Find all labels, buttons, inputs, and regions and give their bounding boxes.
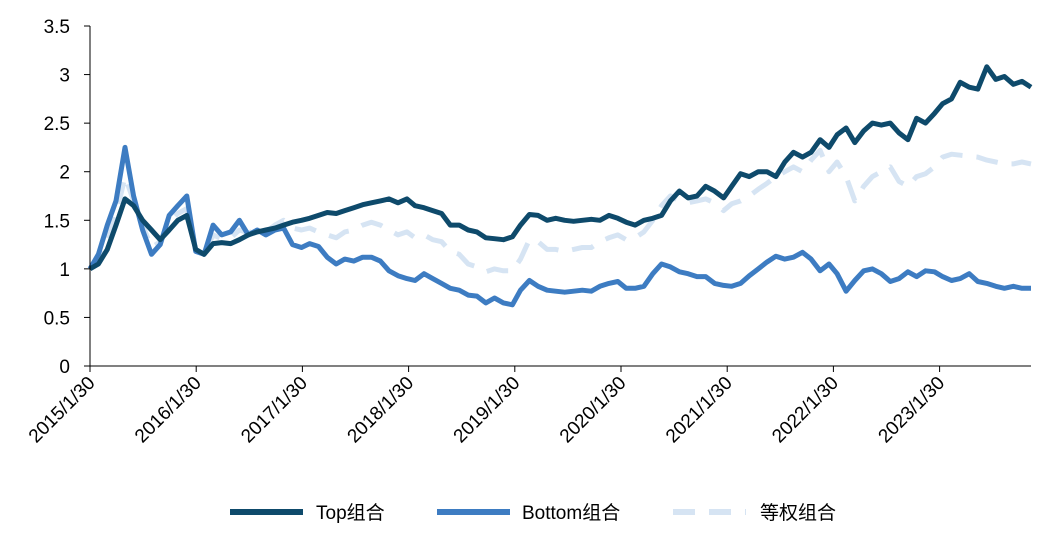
y-tick-label: 3 (59, 66, 70, 87)
series-line-0 (88, 64, 1033, 272)
y-tick-label: 0 (59, 357, 70, 378)
series-line-2 (88, 147, 1032, 275)
x-tick-label: 2017/1/30 (237, 373, 312, 448)
y-tick-label: 1 (59, 260, 70, 281)
legend: Top组合 Bottom组合 等权组合 (230, 502, 836, 524)
x-tick-label: 2023/1/30 (875, 373, 950, 448)
x-tick-label: 2020/1/30 (556, 373, 631, 448)
y-tick-label: 2.5 (44, 114, 70, 135)
x-tick-label: 2021/1/30 (662, 373, 737, 448)
x-tick-label: 2019/1/30 (450, 373, 525, 448)
y-axis-ticks: 0 0.5 1 1.5 2 2.5 3 3.5 (44, 17, 90, 378)
y-tick-label: 0.5 (44, 308, 70, 329)
x-tick-label: 2022/1/30 (768, 373, 843, 448)
legend-label: 等权组合 (760, 502, 836, 524)
y-tick-label: 3.5 (44, 17, 70, 38)
legend-label: Bottom组合 (522, 502, 620, 524)
x-tick-label: 2016/1/30 (131, 373, 206, 448)
series-line-1 (87, 144, 1031, 308)
x-tick-label: 2018/1/30 (344, 373, 419, 448)
y-tick-label: 2 (59, 163, 70, 184)
legend-label: Top组合 (316, 502, 385, 524)
x-tick-label: 2015/1/30 (25, 373, 100, 448)
series-layer (87, 64, 1033, 308)
axes-layer (89, 26, 1031, 367)
y-tick-label: 1.5 (44, 211, 70, 232)
x-axis-ticks: 2015/1/30 2016/1/30 2017/1/30 2018/1/30 2019… (25, 366, 949, 447)
